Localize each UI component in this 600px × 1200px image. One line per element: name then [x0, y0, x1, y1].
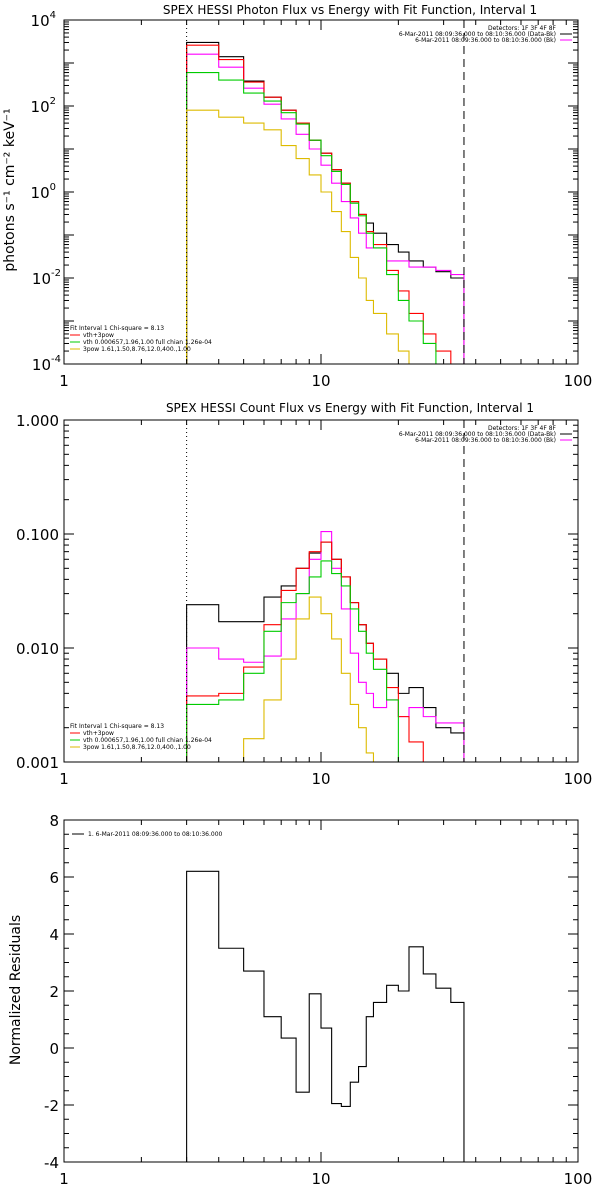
x-tick-label: 100	[564, 372, 593, 390]
x-tick-label: 10	[311, 770, 330, 788]
legend-top-entry: 1. 6-Mar-2011 08:09:36.000 to 08:10:36.0…	[88, 831, 223, 838]
series-0-line	[186, 870, 465, 1162]
y-tick-label: 0.001	[16, 754, 59, 772]
x-tick-label: 1	[59, 770, 69, 788]
y-tick-label: 0.010	[16, 640, 59, 658]
series-1-line	[186, 53, 465, 364]
legend-bottom-entry: Fit Interval 1 Chi-square = 8.13	[70, 723, 164, 730]
y-tick-label: 102	[31, 96, 56, 116]
y-tick-label: 10-2	[32, 268, 61, 288]
y-tick-label: 4	[49, 926, 59, 944]
legend-bottom-entry: 3pow 1.61,1.50,8.76,12.0,400.,1.00	[83, 346, 191, 353]
series-0-line	[186, 541, 465, 762]
plot-frame	[63, 819, 579, 1163]
y-tick-label: -4	[44, 1154, 59, 1172]
plot-frame	[63, 419, 579, 763]
x-tick-label: 10	[311, 1170, 330, 1188]
series-3-line	[186, 71, 451, 365]
legend-bottom-entry: 3pow 1.61,1.50,8.76,12.0,400.,1.00	[83, 744, 191, 751]
legend-top-entry: 6-Mar-2011 08:09:36.000 to 08:10:36.000 …	[399, 31, 556, 38]
legend-top-entry: Detectors: 1F 3F 4F 8F	[488, 425, 557, 432]
residuals-panel: Normalized Residuals 1 10 100 -4 -2 0 2 4 6 8 1. 6…	[8, 812, 592, 1188]
legend-bottom-entry: vth 0.000657,1.96,1.00 full chian 1.26e-…	[83, 339, 212, 346]
y-tick-label: 10-4	[32, 354, 61, 374]
series-4-line	[186, 596, 375, 763]
x-tick-label: 100	[564, 1170, 593, 1188]
y-tick-label: 2	[49, 983, 59, 1001]
legend-top-entry: Detectors: 1F 3F 4F 8F	[488, 25, 557, 32]
x-tick-label: 1	[59, 372, 69, 390]
x-tick-label: 1	[59, 1170, 69, 1188]
series-4-line	[186, 109, 410, 364]
legend-bottom-entry: Fit Interval 1 Chi-square = 8.13	[70, 325, 164, 332]
y-tick-label: 100	[31, 182, 56, 202]
photon-flux-panel: SPEX HESSI Photon Flux vs Energy with Fi…	[31, 3, 593, 390]
y-tick-label: 6	[49, 869, 59, 887]
y-tick-label: 0.100	[16, 526, 59, 544]
y-tick-label: -2	[44, 1097, 59, 1115]
legend-bottom-entry: vth+3pow	[83, 332, 114, 339]
count-flux-panel: SPEX HESSI Count Flux vs Energy with Fit…	[16, 401, 592, 788]
photon-flux-title: SPEX HESSI Photon Flux vs Energy with Fi…	[163, 3, 537, 17]
count-flux-title: SPEX HESSI Count Flux vs Energy with Fit…	[166, 401, 534, 415]
y-tick-label: 104	[31, 10, 56, 30]
legend-top-entry: 6-Mar-2011 08:09:36.000 to 08:10:36.000 …	[415, 437, 556, 444]
photon-flux-ylabel: photons s⁻¹ cm⁻² keV⁻¹	[2, 108, 18, 271]
series-1-line	[186, 531, 465, 762]
residuals-ylabel: Normalized Residuals	[8, 915, 24, 1065]
x-tick-label: 100	[564, 770, 593, 788]
legend-top-entry: 6-Mar-2011 08:09:36.000 to 08:10:36.000 …	[415, 37, 556, 44]
series-0-line	[186, 41, 465, 364]
series-2-line	[186, 541, 464, 763]
legend-bottom-entry: vth+3pow	[83, 730, 114, 737]
y-tick-label: 8	[49, 812, 59, 830]
legend-bottom-entry: vth 0.000657,1.96,1.00 full chian 1.26e-…	[83, 737, 212, 744]
y-tick-label: 0	[49, 1040, 59, 1058]
series-2-line	[186, 44, 464, 365]
legend-top-entry: 6-Mar-2011 08:09:36.000 to 08:10:36.000 …	[399, 431, 556, 438]
x-tick-label: 10	[311, 372, 330, 390]
y-tick-label: 1.000	[16, 412, 59, 430]
series-3-line	[186, 560, 399, 762]
